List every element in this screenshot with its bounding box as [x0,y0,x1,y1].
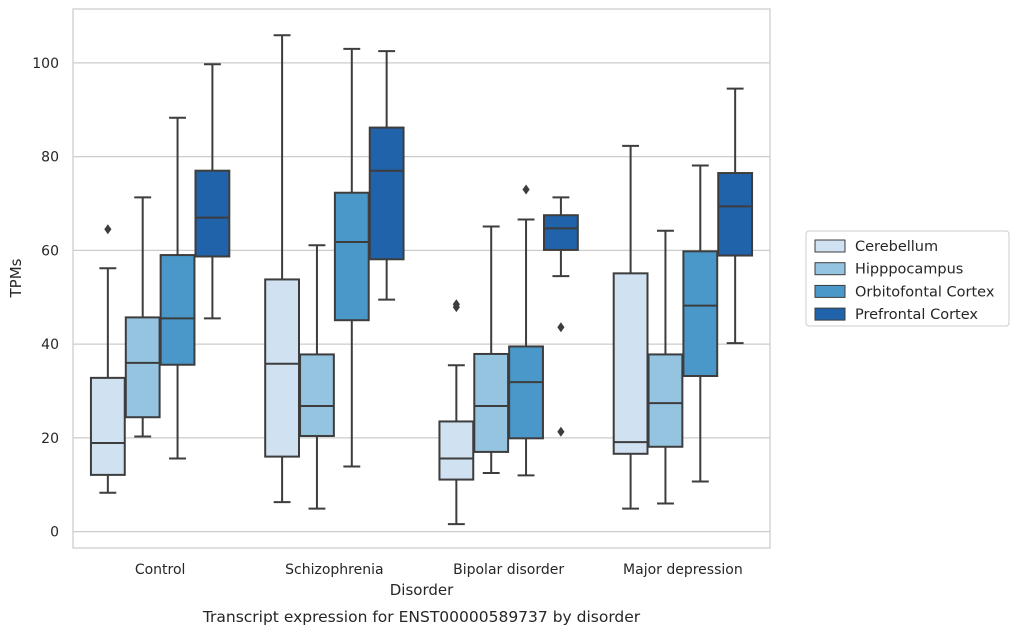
box-plot [194,63,231,320]
y-tick-labels: 0 20 40 60 80 100 [32,56,59,541]
box-iqr [264,278,301,458]
box-iqr [89,376,126,476]
x-tick-label: Major depression [623,562,743,578]
box-iqr [473,352,510,453]
box-plot [682,164,719,483]
box-iqr [124,316,161,419]
box-plot [368,50,405,301]
box-iqr [717,172,754,257]
box-iqr [333,191,370,322]
chart-caption: Transcript expression for ENST0000058973… [202,608,641,626]
box-plot [89,224,126,494]
box-plots [89,34,754,526]
y-tick-label: 60 [41,243,59,259]
box-plot [124,196,161,438]
box-iqr [368,126,405,261]
box-iqr [159,254,196,366]
legend-swatch [814,239,846,253]
outlier-point [452,299,460,310]
box-iqr [194,169,231,258]
box-plot [438,299,475,526]
box-iqr [508,345,544,440]
box-plot [717,87,754,345]
box-iqr [647,353,684,448]
legend-label: Prefrontal Cortex [855,307,978,323]
box-plot [612,144,649,510]
box-iqr [682,250,719,377]
y-tick-label: 0 [50,525,59,541]
legend-swatch [814,284,846,298]
box-plot [508,184,544,477]
box-plot [473,225,510,475]
x-axis-label: Disorder [390,581,454,599]
y-tick-label: 20 [41,431,59,447]
box-plot [542,196,579,437]
outlier-point [104,224,112,235]
x-tick-label: Schizophrenia [285,562,383,578]
legend-label: Cerebellum [855,239,938,255]
box-plot [647,229,684,505]
y-tick-label: 100 [32,56,59,72]
box-plot [299,244,335,510]
x-tick-label: Control [135,562,186,578]
outlier-point [557,426,565,437]
box-plot [264,34,301,504]
box-iqr [612,272,649,455]
x-tick-labels: Control Schizophrenia Bipolar disorder Majo… [135,562,743,578]
outlier-point [522,184,530,195]
legend-swatch [814,307,846,321]
legend-swatch [814,262,846,276]
x-tick-label: Bipolar disorder [453,562,564,578]
box-iqr [299,353,335,437]
y-axis-label: TPMs [7,258,25,298]
legend-label: Orbitofontal Cortex [855,284,995,300]
outlier-point [557,322,565,333]
legend: Cerebellum Hipppocampus Orbitofontal Corte… [805,230,1010,327]
box-iqr [438,420,475,481]
box-plot [333,47,370,468]
legend-label: Hipppocampus [855,262,963,278]
legend-frame [805,230,1010,327]
y-tick-label: 40 [41,337,59,353]
box-plot [159,116,196,460]
box-iqr [542,214,579,251]
y-tick-label: 80 [41,150,59,166]
